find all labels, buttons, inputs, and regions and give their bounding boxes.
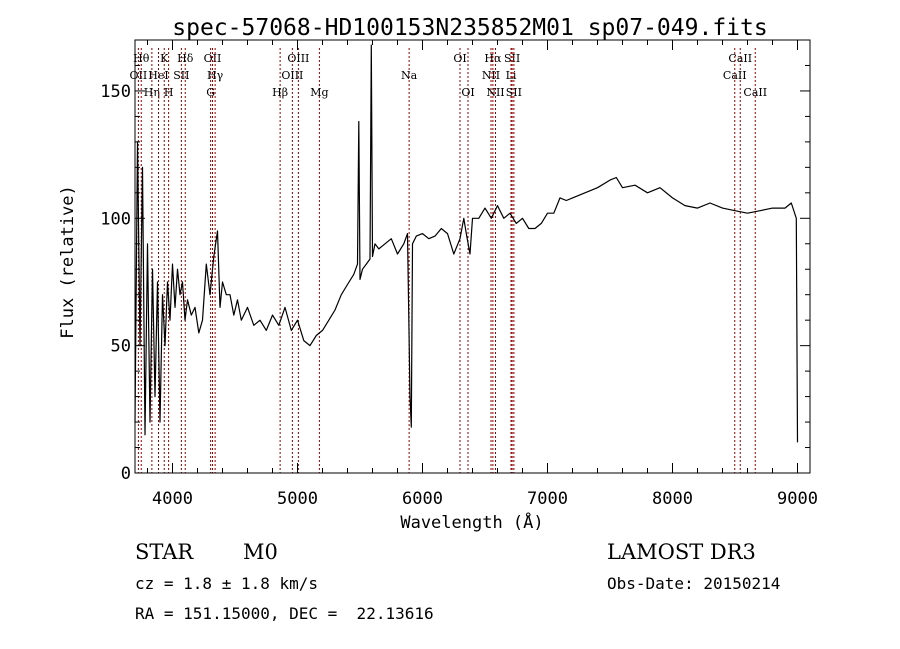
marker-label: K — [160, 52, 169, 65]
marker-label: NII — [486, 86, 504, 99]
marker-label: OIII — [287, 52, 309, 65]
marker-label: OII — [130, 69, 148, 82]
marker-label: Mg — [310, 86, 328, 99]
marker-label: Hθ — [133, 52, 150, 65]
spectral-line-markers: OII Hθ Hη K H HeI SII Hδ OII Hγ G Hβ OIII OIII Mg Na OI O… — [130, 48, 767, 473]
y-axis: 0 50 100 150 — [100, 39, 810, 484]
x-axis-label: Wavelength (Å) — [400, 511, 543, 533]
marker-label: NII — [482, 69, 500, 82]
marker-label: OII — [204, 52, 222, 65]
y-axis-label: Flux (relative) — [58, 185, 78, 339]
marker-label: OI — [453, 52, 466, 65]
x-tick-label: 4000 — [152, 489, 193, 509]
object-class: STAR — [135, 540, 194, 564]
marker-label: CaII — [728, 52, 752, 65]
marker-label: Hη — [144, 86, 160, 99]
marker-label: Hα — [484, 52, 502, 65]
marker-label: Hγ — [207, 69, 224, 82]
marker-label: CaII — [743, 86, 767, 99]
plot-frame — [134, 39, 811, 474]
y-tick-label: 150 — [100, 82, 131, 102]
coordinates: RA = 151.15000, DEC = 22.13616 — [135, 604, 434, 623]
y-tick-label: 50 — [111, 337, 131, 357]
x-tick-label: 6000 — [402, 489, 443, 509]
x-tick-label: 8000 — [652, 489, 693, 509]
marker-label: HeI — [148, 69, 168, 82]
marker-label: OI — [461, 86, 474, 99]
chart-title: spec-57068-HD100153N235852M01_sp07-049.f… — [172, 15, 767, 41]
marker-label: SII — [504, 52, 520, 65]
marker-label: SII — [506, 86, 522, 99]
x-axis: 4000 5000 6000 7000 8000 9000 — [147, 40, 818, 509]
y-tick-label: 100 — [100, 209, 131, 229]
marker-label: G — [206, 86, 215, 99]
survey-name: LAMOST DR3 — [607, 540, 756, 564]
marker-label: Li — [506, 69, 517, 82]
x-tick-label: 9000 — [777, 489, 818, 509]
spectrum-line — [134, 44, 799, 443]
obs-date: Obs-Date: 20150214 — [607, 574, 781, 593]
redshift-info: cz = 1.8 ± 1.8 km/s — [135, 574, 319, 593]
marker-label: Na — [401, 69, 418, 82]
marker-label: CaII — [723, 69, 747, 82]
x-tick-label: 5000 — [277, 489, 318, 509]
marker-label: SII — [173, 69, 189, 82]
marker-label: Hβ — [272, 86, 288, 99]
marker-label: Hδ — [177, 52, 194, 65]
x-tick-label: 7000 — [527, 489, 568, 509]
marker-label: OIII — [281, 69, 303, 82]
subclass: M0 — [243, 540, 278, 564]
y-tick-label: 0 — [121, 464, 131, 484]
marker-label: H — [164, 86, 174, 99]
